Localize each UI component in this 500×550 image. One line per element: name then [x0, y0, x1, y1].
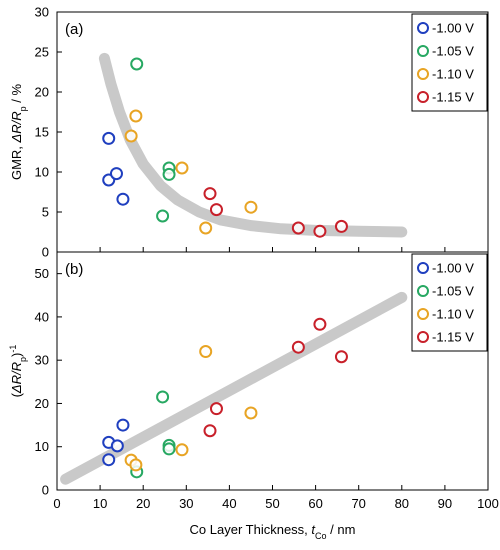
data-point: [199, 221, 213, 235]
data-point: [116, 192, 130, 206]
legend-marker: [417, 262, 429, 274]
x-tick-label: 30: [179, 496, 193, 511]
data-point: [102, 453, 116, 467]
data-point: [124, 129, 138, 143]
data-point: [203, 424, 217, 438]
data-point: [334, 350, 348, 364]
data-point: [244, 406, 258, 420]
data-point: [102, 131, 116, 145]
panel-b: 0 10 20 30 40 50 0 10 20 30 40 50 60 70 80 90 100 (ΔR/Rp)…: [8, 251, 499, 541]
x-tick-label: 100: [477, 496, 499, 511]
y-tick-label: 20: [35, 396, 49, 411]
legend-marker: [417, 22, 429, 34]
y-tick-label: 10: [35, 439, 49, 454]
legend-label: -1.15 V: [432, 330, 474, 345]
data-point: [156, 209, 170, 223]
data-point: [291, 340, 305, 354]
y-axis-title: (ΔR/Rp)-1: [8, 345, 28, 398]
x-tick-label: 40: [222, 496, 236, 511]
y-tick-label: 0: [42, 483, 49, 498]
x-tick-label: 10: [93, 496, 107, 511]
x-tick-label: 90: [438, 496, 452, 511]
legend-marker: [417, 308, 429, 320]
data-point: [244, 200, 258, 214]
y-tick-label: 15: [35, 125, 49, 140]
y-tick-label: 25: [35, 45, 49, 60]
legend-label: -1.05 V: [432, 284, 474, 299]
y-tick-label: 5: [42, 205, 49, 220]
legend-label: -1.00 V: [432, 261, 474, 276]
data-point: [199, 345, 213, 359]
data-point: [209, 203, 223, 217]
trend-line: [98, 52, 408, 238]
x-tick-label: 0: [53, 496, 60, 511]
y-tick-label: 50: [35, 266, 49, 281]
legend-label: -1.00 V: [432, 21, 474, 36]
legend-marker: [417, 285, 429, 297]
data-point: [313, 317, 327, 331]
legend-label: -1.15 V: [432, 90, 474, 105]
data-point: [313, 224, 327, 238]
x-axis-title: Co Layer Thickness, tCo / nm: [190, 522, 356, 541]
data-point: [162, 167, 176, 181]
panel-label: (b): [65, 261, 83, 278]
legend-label: -1.10 V: [432, 307, 474, 322]
y-tick-label: 30: [35, 353, 49, 368]
data-point: [175, 161, 189, 175]
data-point: [129, 109, 143, 123]
y-tick-label: 40: [35, 309, 49, 324]
data-point: [156, 390, 170, 404]
y-axis-title: GMR, ΔR/Rp / %: [9, 84, 28, 181]
data-point: [203, 187, 217, 201]
data-point: [116, 418, 130, 432]
y-tick-label: 20: [35, 85, 49, 100]
legend-label: -1.10 V: [432, 67, 474, 82]
x-tick-label: 70: [351, 496, 365, 511]
data-point: [109, 167, 123, 181]
legend-marker: [417, 91, 429, 103]
y-tick-label: 0: [42, 245, 49, 260]
panel-a: 0 5 10 15 20 25 30 GMR, ΔR/Rp / % (a) -1.00 V -1.0…: [9, 5, 489, 260]
y-tick-label: 10: [35, 165, 49, 180]
legend-marker: [417, 331, 429, 343]
data-point: [334, 219, 348, 233]
legend-label: -1.05 V: [432, 44, 474, 59]
panel-label: (a): [65, 21, 83, 38]
x-tick-label: 80: [395, 496, 409, 511]
data-point: [129, 458, 143, 472]
x-tick-label: 50: [265, 496, 279, 511]
data-point: [209, 402, 223, 416]
legend-marker: [417, 45, 429, 57]
data-point: [175, 443, 189, 457]
data-point: [130, 57, 144, 71]
data-point: [291, 221, 305, 235]
data-point: [162, 442, 176, 456]
x-tick-label: 60: [308, 496, 322, 511]
data-point: [110, 439, 124, 453]
legend-marker: [417, 68, 429, 80]
x-tick-label: 20: [136, 496, 150, 511]
y-tick-label: 30: [35, 5, 49, 20]
